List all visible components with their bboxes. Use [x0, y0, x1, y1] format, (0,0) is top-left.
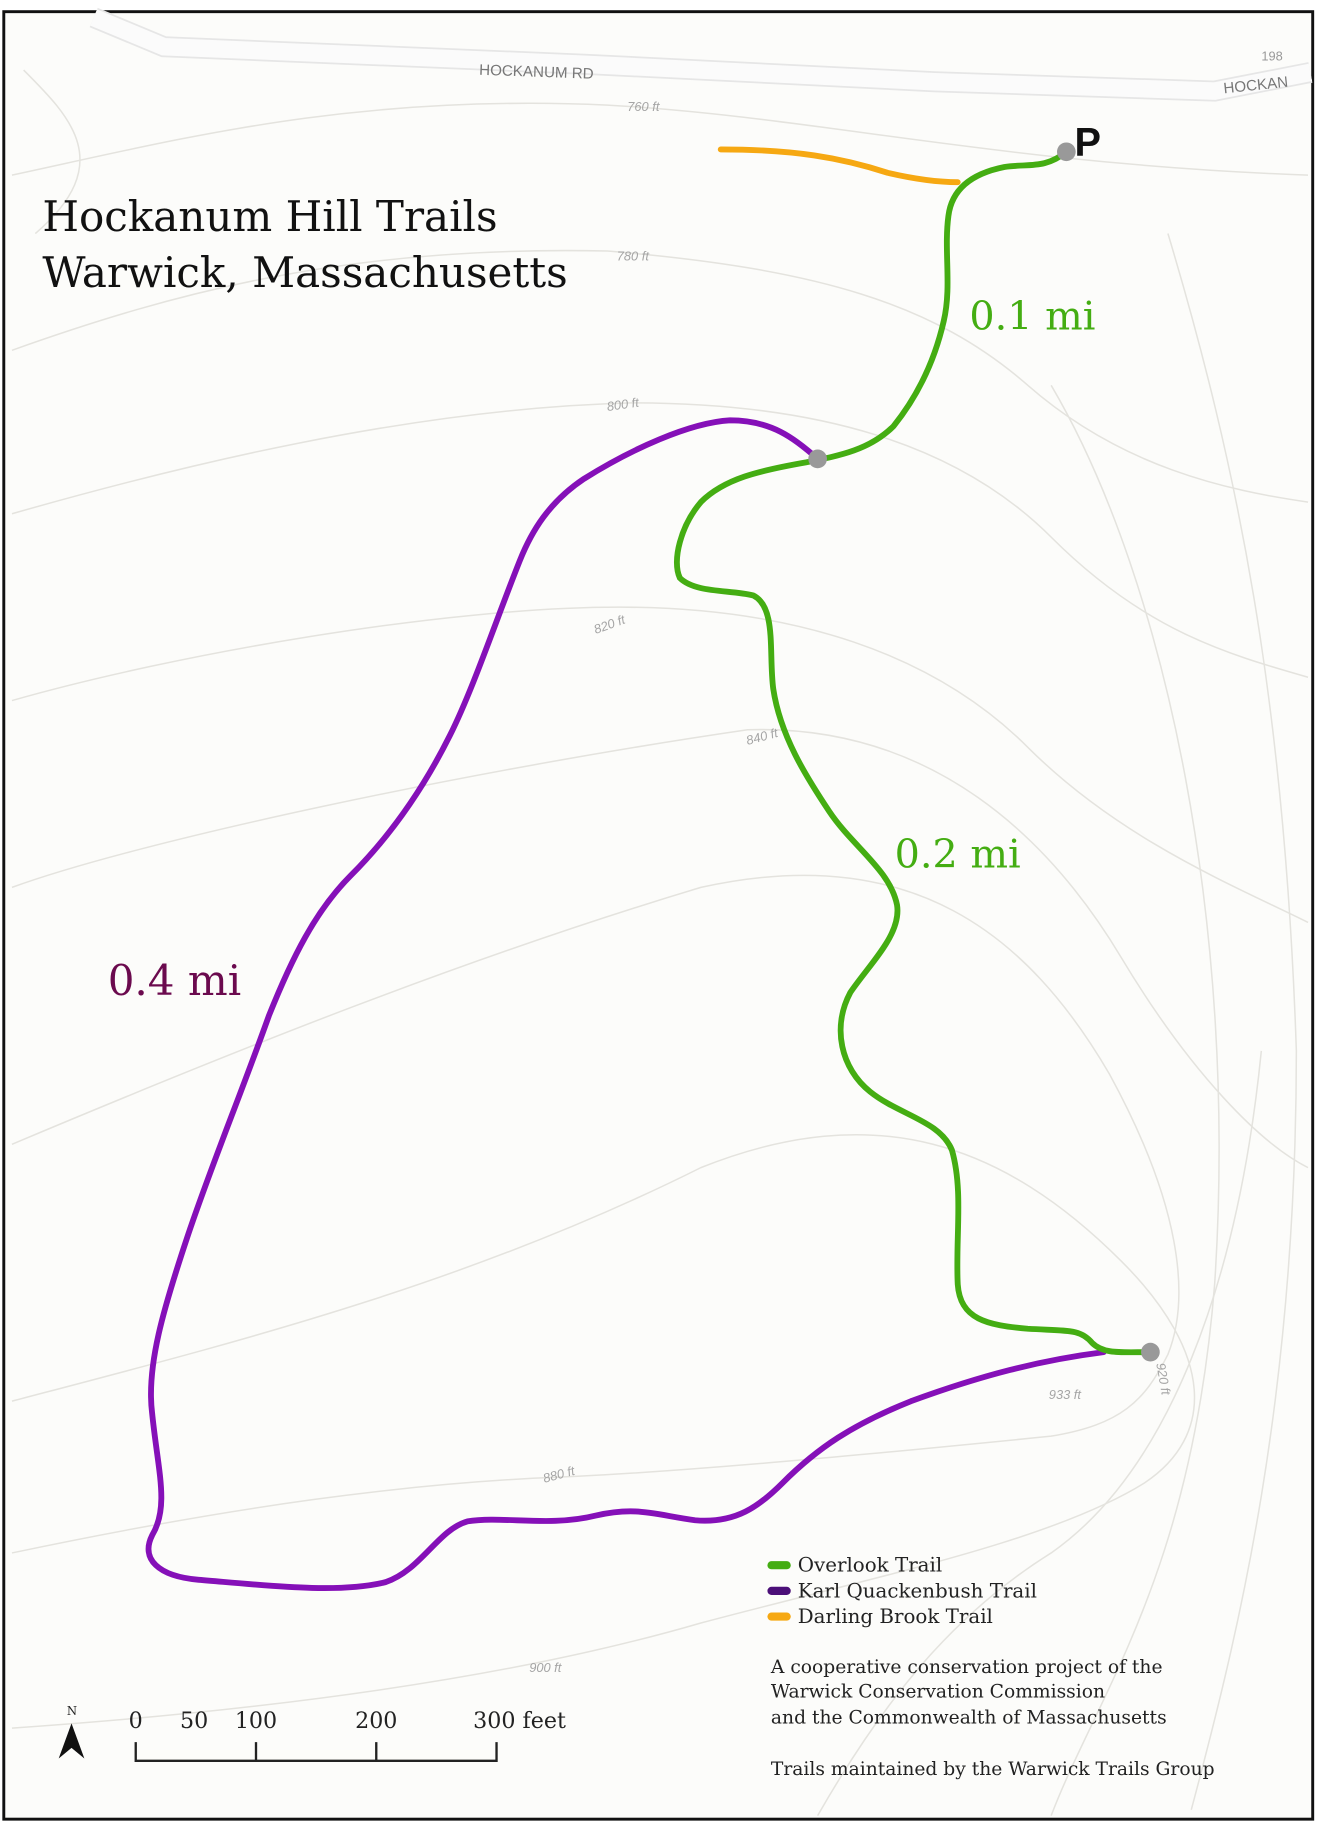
road-label: HOCKAN	[1223, 74, 1289, 98]
credit-line: Trails maintained by the Warwick Trails …	[771, 1759, 1215, 1780]
credits: A cooperative conservation project of th…	[770, 1657, 1215, 1780]
scale-tick: 200	[355, 1708, 397, 1734]
scale-tick: 50	[180, 1708, 208, 1734]
scale-tick: 100	[235, 1708, 277, 1734]
elevation-label: 800 ft	[606, 394, 641, 414]
darling-brook-trail	[717, 146, 961, 186]
north-arrow-icon	[58, 1723, 85, 1759]
legend-label: Overlook Trail	[798, 1554, 942, 1577]
karl-quackenbush-trail	[145, 417, 1107, 1591]
parking-marker	[1056, 142, 1076, 162]
north-arrow: N	[58, 1704, 85, 1759]
parking-label: P	[1075, 120, 1101, 164]
road-label: HOCKANUM RD	[479, 62, 594, 83]
overlook-trail	[674, 148, 1154, 1356]
scale-tick: 0	[129, 1708, 143, 1734]
credit-line: Warwick Conservation Commission	[771, 1682, 1105, 1703]
scale-bar: 0 50 100 200 300 feet	[129, 1708, 566, 1762]
elevation-label: 780 ft	[617, 248, 651, 263]
contour-lines	[11, 7, 1313, 1817]
elevation-label: 760 ft	[627, 99, 661, 114]
north-label: N	[67, 1704, 77, 1718]
legend: Overlook Trail Karl Quackenbush Trail Da…	[767, 1554, 1037, 1628]
legend-label: Darling Brook Trail	[798, 1605, 993, 1628]
legend-swatch-quackenbush	[767, 1586, 791, 1595]
overlook-lower-distance: 0.2 mi	[895, 832, 1021, 878]
overlook-upper-distance: 0.1 mi	[969, 293, 1095, 339]
elevation-label: 900 ft	[529, 1660, 563, 1675]
legend-swatch-darling-brook	[767, 1612, 791, 1621]
junction-marker	[808, 449, 827, 469]
credit-line: A cooperative conservation project of th…	[770, 1657, 1163, 1678]
summit-marker	[1141, 1342, 1160, 1362]
map-subtitle: Warwick, Massachusetts	[42, 248, 567, 297]
road-number: 198	[1261, 49, 1282, 64]
scale-tick: 300 feet	[473, 1708, 566, 1734]
elevation-label: 933 ft	[1049, 1387, 1083, 1402]
elevation-label: 920 ft	[1153, 1362, 1174, 1398]
map-title: Hockanum Hill Trails	[42, 192, 497, 241]
credit-line: and the Commonwealth of Massachusetts	[771, 1707, 1167, 1728]
quackenbush-distance: 0.4 mi	[108, 956, 241, 1005]
legend-swatch-overlook	[767, 1561, 791, 1570]
legend-label: Karl Quackenbush Trail	[798, 1579, 1037, 1602]
